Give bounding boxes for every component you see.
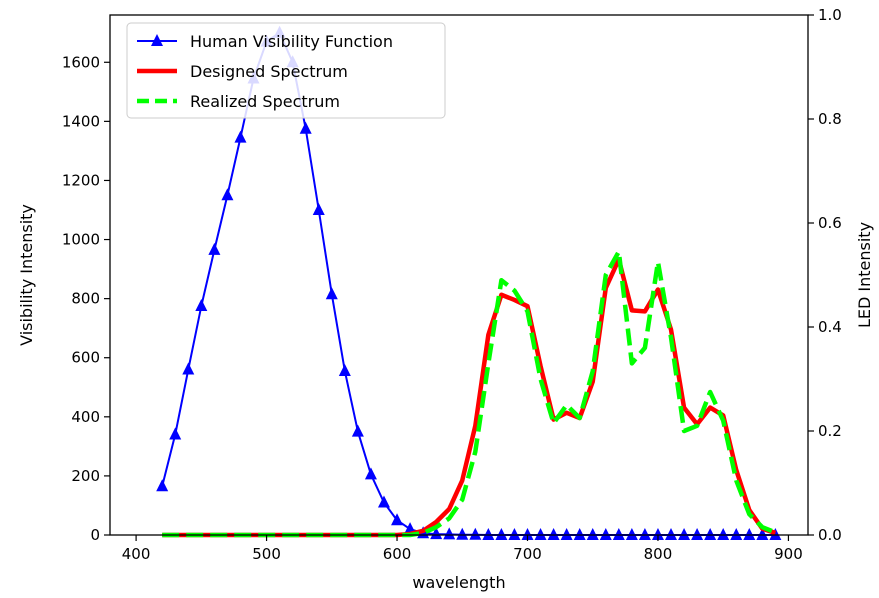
x-axis-label: wavelength: [412, 573, 505, 592]
y-right-tick-label: 0.2: [818, 422, 842, 440]
x-tick-label: 400: [122, 545, 151, 563]
data-point-marker: [756, 528, 769, 540]
data-point-marker: [743, 528, 756, 540]
legend-box: [126, 22, 446, 119]
data-point-marker: [443, 527, 456, 540]
x-tick-label: 700: [513, 545, 542, 563]
y-right-tick-label: 1.0: [818, 6, 842, 24]
data-point-marker: [234, 130, 247, 143]
y-right-tick-label: 0.6: [818, 214, 842, 232]
data-point-marker: [195, 299, 208, 312]
data-point-marker: [208, 242, 221, 255]
plot-frame: [109, 14, 809, 536]
data-point-marker: [612, 528, 625, 540]
series-line-1: [162, 257, 777, 538]
data-point-marker: [586, 528, 599, 540]
data-point-marker: [704, 528, 717, 540]
data-point-marker: [769, 528, 782, 540]
data-point-marker: [456, 527, 469, 540]
x-tick-label: 900: [774, 545, 803, 563]
y-left-tick-label: 800: [71, 290, 100, 308]
y-left-tick-label: 200: [71, 467, 100, 485]
legend-label-2: Realized Spectrum: [190, 92, 340, 111]
y-left-tick-label: 400: [71, 408, 100, 426]
data-point-marker: [730, 528, 743, 540]
data-point-marker: [391, 513, 404, 526]
data-point-marker: [338, 364, 351, 377]
data-point-marker: [156, 479, 169, 492]
data-point-marker: [599, 528, 612, 540]
data-point-marker: [534, 528, 547, 540]
data-point-marker: [625, 528, 638, 540]
data-point-marker: [508, 528, 521, 540]
data-point-marker: [560, 528, 573, 540]
data-point-marker: [299, 121, 312, 134]
data-point-marker: [482, 528, 495, 540]
y-left-tick-label: 600: [71, 349, 100, 367]
data-point-marker: [638, 528, 651, 540]
data-point-marker: [169, 427, 182, 440]
x-tick-label: 500: [252, 545, 281, 563]
axes-layer: 400 500 600 700 800 900 0 200 400 600 800 1000 1200 1…: [17, 6, 874, 592]
data-point-marker: [665, 528, 678, 540]
data-point-marker: [521, 528, 534, 540]
data-point-marker: [651, 528, 664, 540]
x-tick-label: 800: [644, 545, 673, 563]
y-left-tick-label: 1400: [62, 112, 100, 130]
data-point-marker: [691, 528, 704, 540]
data-point-marker: [678, 528, 691, 540]
legend-marker-icon: [151, 34, 163, 46]
data-point-marker: [364, 467, 377, 480]
data-point-marker: [573, 528, 586, 540]
legend-label-1: Designed Spectrum: [190, 62, 348, 81]
y-right-axis-label: LED Intensity: [855, 222, 874, 328]
data-point-marker: [547, 528, 560, 540]
data-point-marker: [312, 203, 325, 215]
x-tick-label: 600: [383, 545, 412, 563]
y-right-tick-label: 0.0: [818, 526, 842, 544]
series-line-2: [162, 249, 777, 538]
y-right-tick-label: 0.8: [818, 110, 842, 128]
y-left-tick-label: 1200: [62, 171, 100, 189]
data-point-marker: [469, 527, 482, 540]
y-left-tick-label: 0: [90, 526, 100, 544]
data-point-marker: [221, 188, 234, 201]
data-point-marker: [430, 527, 443, 540]
y-left-tick-label: 1600: [62, 53, 100, 71]
data-point-marker: [717, 528, 730, 540]
data-point-marker: [495, 528, 508, 540]
data-point-marker: [377, 495, 390, 508]
data-point-marker: [351, 424, 364, 437]
data-point-marker: [325, 287, 338, 300]
data-point-marker: [182, 362, 195, 375]
legend-label-0: Human Visibility Function: [190, 32, 393, 51]
y-left-axis-label: Visibility Intensity: [17, 204, 36, 346]
y-right-tick-label: 0.4: [818, 318, 842, 336]
legend: Human Visibility Function Designed Spectr…: [126, 22, 446, 119]
y-left-tick-label: 1000: [62, 231, 100, 249]
